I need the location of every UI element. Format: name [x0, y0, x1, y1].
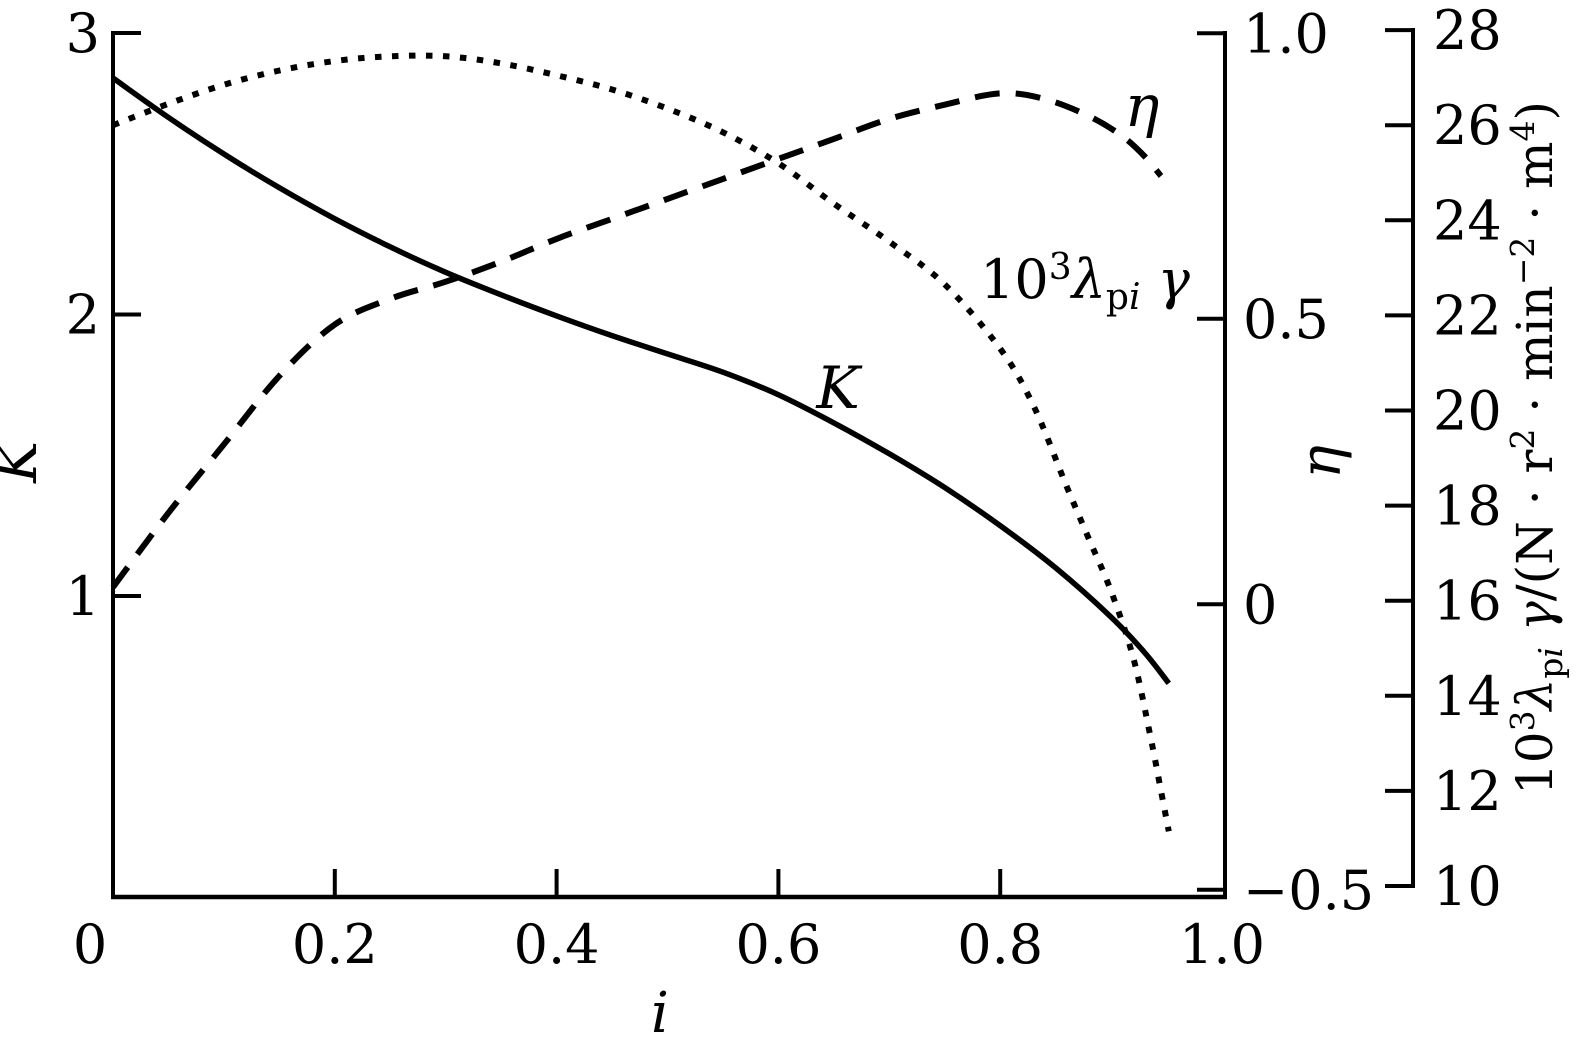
- k-axis-tick-label-2: 2: [66, 284, 100, 347]
- lambda-axis-tick-label-12: 12: [1433, 760, 1502, 823]
- eta-curve: [110, 90, 1164, 589]
- lambda-axis-title: 103λpi γ/(N · r2 · min−2 · m4): [1503, 101, 1570, 795]
- k-axis-title: K: [0, 438, 50, 484]
- lambda-axis-tick-label-16: 16: [1433, 570, 1502, 633]
- lambda-axis-tick-label-10: 10: [1433, 855, 1502, 918]
- lambda-axis-tick-label-14: 14: [1433, 665, 1502, 728]
- x-axis-tick-label-0: 0: [73, 913, 107, 976]
- lambda-axis-tick-label-26: 26: [1433, 94, 1502, 157]
- x-axis-tick-label-0.4: 0.4: [514, 913, 600, 976]
- lambda-axis-tick-label-24: 24: [1433, 189, 1502, 252]
- eta-axis-tick-label-0.5: 0.5: [1243, 288, 1329, 351]
- lambda-pi-gamma-curve: [111, 52, 1172, 832]
- x-axis-tick-label-0.8: 0.8: [957, 913, 1043, 976]
- k-axis-tick-label-3: 3: [66, 2, 100, 65]
- x-axis-title: i: [651, 981, 669, 1046]
- eta-axis-tick-label-0: 0: [1243, 573, 1277, 636]
- x-axis-tick-label-1: 1.0: [1179, 913, 1265, 976]
- lambda-axis-tick-label-20: 20: [1433, 380, 1502, 443]
- k-curve: [111, 75, 1171, 686]
- eta-axis-title: η: [1289, 445, 1354, 479]
- eta-axis-tick-label--0.5: −0.5: [1243, 859, 1374, 922]
- eta-axis-tick-label-1: 1.0: [1243, 2, 1329, 65]
- lambda-pi-gamma-curve-label: 103λpi γ: [980, 247, 1191, 318]
- x-axis-tick-label-0.2: 0.2: [292, 913, 378, 976]
- lambda-axis-tick-label-28: 28: [1433, 0, 1502, 62]
- lambda-axis-tick-label-22: 22: [1433, 284, 1502, 347]
- k-axis-tick-label-1: 1: [66, 565, 100, 628]
- x-axis-tick-label-0.6: 0.6: [735, 913, 821, 976]
- eta-curve-label: η: [1125, 72, 1160, 140]
- lambda-axis-tick-label-18: 18: [1433, 475, 1502, 538]
- k-curve-label: K: [815, 354, 863, 422]
